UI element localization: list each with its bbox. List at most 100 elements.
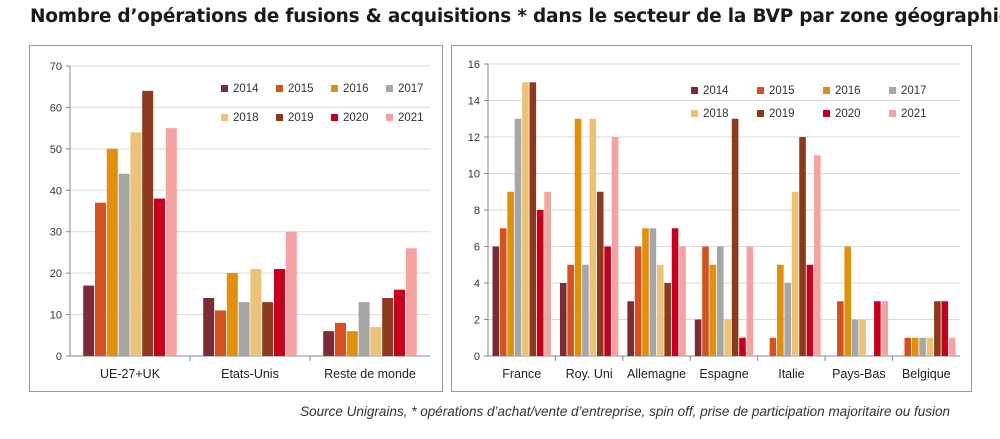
bar-2019-2 [664,283,671,356]
legend-swatch [889,110,896,117]
legend-swatch [823,110,830,117]
bar-2015-6 [904,337,912,356]
x-category-label: UE-27+UK [100,367,161,381]
y-tick-label: 20 [50,268,62,280]
legend-swatch [757,87,764,94]
y-tick-label: 50 [50,144,62,156]
legend-swatch [276,85,283,92]
source-note: Source Unigrains, * opérations d’achat/v… [300,404,950,419]
x-category-label: Pays-Bas [832,367,886,381]
bar-2014-1 [559,283,567,356]
bar-2016-4 [777,264,784,356]
legend-label: 2020 [343,112,369,124]
legend-label: 2015 [769,85,795,97]
bar-2016-2 [346,331,358,356]
bar-2019-4 [799,137,806,356]
bar-2015-5 [837,301,844,356]
bar-2020-0 [154,198,165,356]
bar-2021-0 [544,191,551,356]
bar-2020-3 [739,337,746,356]
bar-2014-0 [83,285,95,356]
x-category-label: Etats-Unis [221,367,279,381]
bar-2019-0 [142,90,154,356]
bar-2015-1 [567,264,574,356]
bar-2021-2 [405,248,417,356]
bar-2017-4 [784,283,792,356]
legend-swatch [331,114,338,121]
bar-2014-2 [323,331,335,356]
bar-2017-0 [514,118,522,356]
bar-2016-6 [911,337,919,356]
legend-label: 2014 [233,83,259,95]
bar-2015-0 [95,202,106,356]
bar-2016-1 [574,118,582,356]
x-category-label: Belgique [902,367,951,381]
bar-2020-1 [274,269,285,356]
bar-chart-zones: 0 10 20 30 40 50 60 70 UE-27+UK Etats-Unis Reste d… [50,61,430,381]
bar-2019-2 [382,298,394,356]
y-tick-label: 2 [474,315,480,327]
bar-2016-0 [106,148,118,356]
y-tick-label: 16 [468,59,480,71]
y-tick-label: 6 [474,242,480,254]
y-tick-label: 10 [468,169,480,181]
bar-2019-6 [934,301,941,356]
legend-label: 2017 [901,85,927,97]
bar-2016-2 [642,228,649,356]
x-category-label: Italie [778,367,804,381]
legend-label: 2020 [835,108,861,120]
bar-2015-4 [769,337,777,356]
bar-2015-0 [499,228,507,356]
bar-2018-2 [370,327,382,356]
bar-2020-4 [806,264,814,356]
bar-2018-5 [859,319,866,356]
y-tick-label: 60 [50,102,62,114]
legend-swatch [331,85,338,92]
y-tick-label: 30 [50,227,62,239]
bar-2018-2 [656,264,664,356]
bar-2014-3 [694,319,702,356]
x-category-label: Reste de monde [324,367,416,381]
y-tick-label: 14 [468,96,480,108]
bar-2017-2 [649,228,657,356]
legend-label: 2016 [835,85,861,97]
bar-2021-3 [746,246,754,356]
legend-label: 2014 [703,85,729,97]
legend-label: 2019 [769,108,795,120]
bar-2018-0 [522,82,529,356]
bar-2017-2 [358,302,370,356]
legend-label: 2018 [703,108,729,120]
page-title: Nombre d’opérations de fusions & acquisi… [30,6,1000,27]
bar-2021-0 [165,128,177,356]
bar-2019-1 [262,302,274,356]
y-tick-label: 40 [50,185,62,197]
y-tick-label: 12 [468,132,480,144]
legend-swatch [221,85,228,92]
bar-2020-0 [536,210,544,356]
bar-2015-3 [702,246,709,356]
bar-2015-1 [215,310,226,356]
legend-swatch [823,87,830,94]
legend-swatch [889,87,896,94]
legend-label: 2019 [288,112,314,124]
bar-2018-4 [791,191,799,356]
y-tick-label: 10 [50,310,62,322]
legend-label: 2021 [398,112,424,124]
bar-2018-1 [589,118,597,356]
bar-2018-1 [250,269,262,356]
bar-2021-1 [285,231,297,356]
bar-2019-0 [529,82,537,356]
bar-2020-2 [671,228,679,356]
legend-label: 2016 [343,83,369,95]
bar-2020-5 [874,301,881,356]
chart-panel-countries: 0 2 4 6 8 10 12 14 16 France Roy. Uni Allemagne Espa… [451,45,972,392]
bar-2017-3 [717,246,724,356]
bar-2021-6 [948,337,956,356]
bar-2018-0 [130,132,142,356]
bar-2016-0 [507,191,514,356]
chart-panel-zones: 0 10 20 30 40 50 60 70 UE-27+UK Etats-Unis Reste d… [29,45,443,392]
y-tick-label: 0 [56,351,62,363]
y-tick-label: 0 [474,351,480,363]
bar-2017-6 [919,337,926,356]
legend-swatch [386,114,393,121]
